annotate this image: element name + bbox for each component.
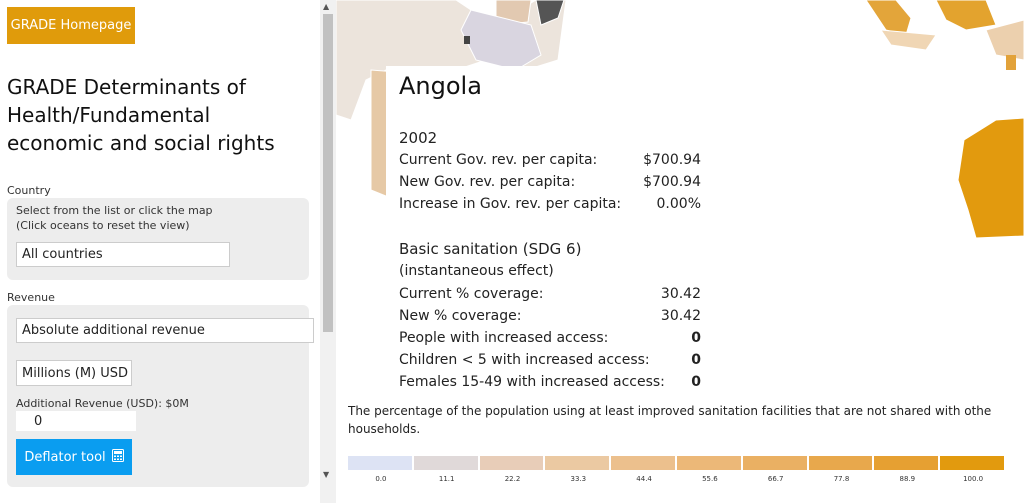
legend-swatch (677, 456, 741, 470)
country-panel: Select from the list or click the map (C… (7, 198, 309, 280)
popup-indicator: Basic sanitation (SDG 6) (399, 240, 582, 258)
popup-country-name: Angola (399, 72, 482, 100)
row-new-rev-label: New Gov. rev. per capita: (399, 174, 576, 190)
scrollbar-thumb[interactable] (323, 14, 333, 332)
country-hint-2: (Click oceans to reset the view) (16, 219, 190, 232)
country-shape-se-asia-1 (865, 0, 912, 36)
country-shape-island (1006, 55, 1016, 70)
indicator-description: The percentage of the population using a… (348, 402, 1024, 438)
country-shape-horn (535, 0, 565, 26)
additional-revenue-label: Additional Revenue (USD): $0M (16, 397, 189, 410)
legend-swatch (808, 456, 873, 470)
legend-swatch (874, 456, 939, 470)
legend-tick-label: 22.2 (504, 475, 521, 483)
legend-tick-label: 11.1 (438, 475, 455, 483)
scroll-up-arrow-icon[interactable]: ▲ (323, 2, 330, 11)
scroll-down-arrow-icon[interactable]: ▼ (323, 470, 330, 479)
legend-tick-label: 77.8 (833, 475, 850, 483)
legend-swatch (479, 456, 544, 470)
legend-swatch (348, 456, 412, 470)
popup-effect: (instantaneous effect) (399, 263, 554, 279)
color-legend (348, 456, 1008, 470)
legend-tick-label: 44.4 (636, 475, 652, 483)
country-shape-dot (464, 36, 470, 44)
legend-swatch (742, 456, 807, 470)
calculator-icon (111, 448, 124, 466)
country-hint-1: Select from the list or click the map (16, 204, 213, 217)
row-children-access-value: 0 (691, 352, 701, 368)
legend-tick-label: 55.6 (702, 475, 718, 483)
legend-tick-label: 33.3 (570, 475, 587, 483)
row-new-coverage-value: 30.42 (660, 308, 701, 324)
row-increase-rev-value: 0.00% (656, 196, 701, 212)
additional-revenue-input[interactable]: 0 (16, 411, 136, 431)
page-title: GRADE Determinants of Health/Fundamental… (7, 75, 275, 155)
row-current-coverage-value: 30.42 (660, 286, 701, 302)
legend-tick-label: 100.0 (963, 475, 984, 483)
row-current-rev-label: Current Gov. rev. per capita: (399, 152, 598, 168)
row-new-rev-value: $700.94 (643, 174, 701, 190)
country-popup: Angola 2002 Current Gov. rev. per capita… (386, 66, 706, 396)
row-people-access-label: People with increased access: (399, 330, 609, 346)
popup-year: 2002 (399, 129, 438, 147)
grade-homepage-button[interactable]: GRADE Homepage (7, 7, 135, 44)
sidebar-scrollbar[interactable]: ▲ ▼ (320, 0, 336, 503)
legend-swatch (611, 456, 675, 470)
deflator-tool-button[interactable]: Deflator tool (16, 439, 132, 475)
legend-tick-label: 88.9 (899, 475, 916, 483)
row-current-coverage-label: Current % coverage: (399, 286, 544, 302)
description-line-2: households. (348, 422, 421, 436)
row-children-access-label: Children < 5 with increased access: (399, 352, 650, 368)
description-line-1: The percentage of the population using a… (348, 404, 992, 418)
sidebar: GRADE Homepage GRADE Determinants of Hea… (0, 0, 320, 503)
row-people-access-value: 0 (691, 330, 701, 346)
legend-tick-label: 0.0 (375, 475, 387, 483)
legend-swatch (413, 456, 478, 470)
revenue-label: Revenue (7, 291, 55, 304)
row-current-rev-value: $700.94 (643, 152, 701, 168)
revenue-panel: Absolute additional revenue Millions (M)… (7, 305, 314, 487)
row-new-coverage-label: New % coverage: (399, 308, 522, 324)
revenue-type-select[interactable]: Absolute additional revenue (16, 318, 314, 343)
row-females-access-label: Females 15-49 with increased access: (399, 374, 665, 390)
country-shape-se-asia-2 (935, 0, 997, 31)
country-shape-se-asia-4 (985, 19, 1024, 61)
country-label: Country (7, 184, 51, 197)
country-select[interactable]: All countries (16, 242, 230, 267)
row-increase-rev-label: Increase in Gov. rev. per capita: (399, 196, 622, 212)
revenue-unit-select[interactable]: Millions (M) USD (16, 360, 132, 386)
legend-tick-label: 66.7 (767, 475, 784, 483)
deflator-label: Deflator tool (24, 449, 106, 465)
row-females-access-value: 0 (691, 374, 701, 390)
country-shape-australia (957, 117, 1024, 239)
legend-swatch (545, 456, 610, 470)
legend-swatch (940, 456, 1004, 470)
country-shape-se-asia-3 (880, 29, 937, 51)
